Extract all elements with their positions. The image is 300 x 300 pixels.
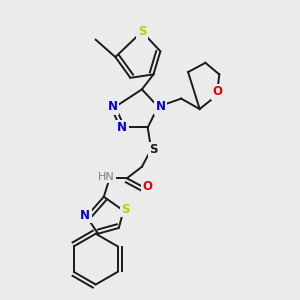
Text: S: S (138, 25, 146, 38)
Text: N: N (80, 209, 90, 222)
Text: S: S (122, 203, 130, 216)
Text: N: N (108, 100, 118, 113)
Text: S: S (149, 143, 158, 156)
Text: O: O (143, 180, 153, 193)
Text: N: N (117, 121, 127, 134)
Text: N: N (155, 100, 165, 113)
Text: O: O (212, 85, 222, 98)
Text: HN: HN (98, 172, 115, 182)
